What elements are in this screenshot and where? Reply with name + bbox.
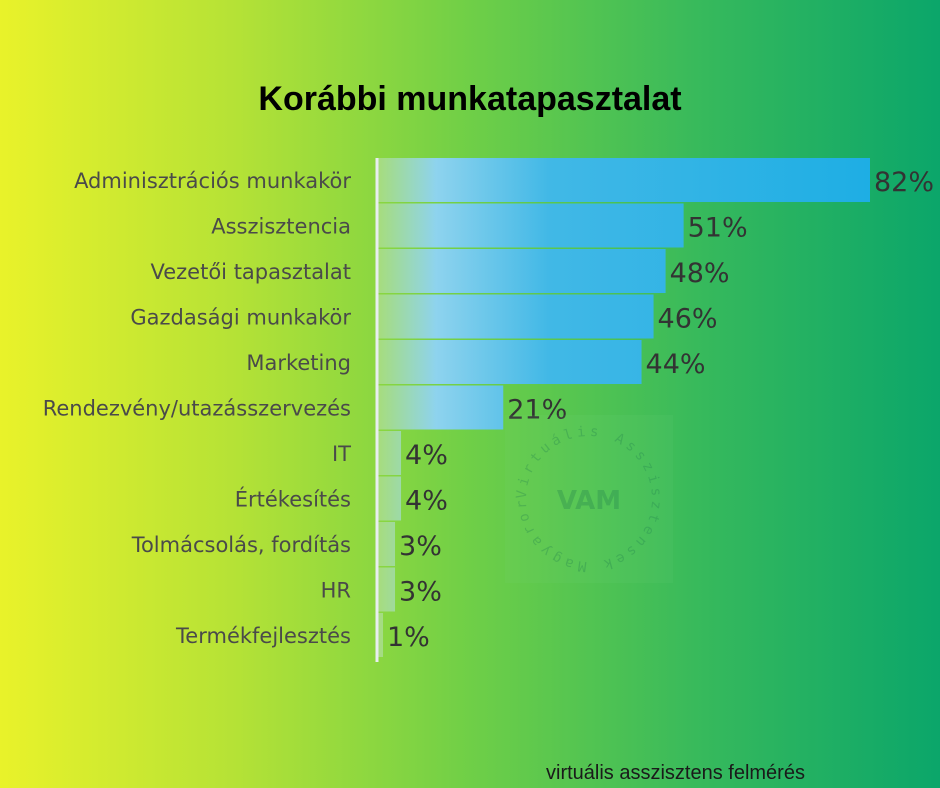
- value-label-10: 1%: [387, 622, 430, 653]
- value-label-5: 21%: [507, 395, 567, 426]
- bar-3: [377, 294, 654, 339]
- bar-10: [377, 613, 384, 657]
- value-label-4: 44%: [646, 349, 706, 380]
- category-label-10: Termékfejlesztés: [175, 624, 351, 648]
- footer-caption: virtuális asszisztens felmérés: [546, 762, 805, 784]
- bar-6: [377, 431, 402, 475]
- value-label-9: 3%: [399, 577, 442, 608]
- watermark-center-text: VAM: [557, 486, 621, 516]
- bar-9: [377, 567, 396, 612]
- bar-7: [377, 476, 402, 521]
- category-label-5: Rendezvény/utazásszervezés: [43, 397, 351, 421]
- value-label-3: 46%: [658, 304, 718, 335]
- value-label-8: 3%: [399, 531, 442, 562]
- category-label-3: Gazdasági munkakör: [130, 306, 351, 330]
- category-label-6: IT: [332, 442, 351, 466]
- value-label-7: 4%: [405, 486, 448, 517]
- value-label-0: 82%: [874, 167, 934, 198]
- category-label-2: Vezetői tapasztalat: [151, 260, 352, 284]
- category-label-9: HR: [321, 579, 351, 603]
- bar-8: [377, 522, 396, 566]
- bar-2: [377, 249, 666, 293]
- vam-watermark: Virtuális Asszisztensek Magyarországon V…: [505, 415, 673, 583]
- bar-1: [377, 203, 684, 248]
- bar-0: [377, 158, 870, 202]
- bar-4: [377, 340, 642, 384]
- category-label-0: Adminisztrációs munkakör: [74, 169, 351, 193]
- category-label-4: Marketing: [246, 351, 351, 375]
- chart-title: Korábbi munkatapasztalat: [258, 80, 682, 118]
- category-label-7: Értékesítés: [235, 487, 351, 512]
- value-label-2: 48%: [670, 258, 730, 289]
- bar-5: [377, 385, 504, 430]
- value-label-6: 4%: [405, 440, 448, 471]
- category-label-8: Tolmácsolás, fordítás: [131, 533, 351, 557]
- category-label-1: Asszisztencia: [211, 215, 351, 239]
- value-label-1: 51%: [688, 213, 748, 244]
